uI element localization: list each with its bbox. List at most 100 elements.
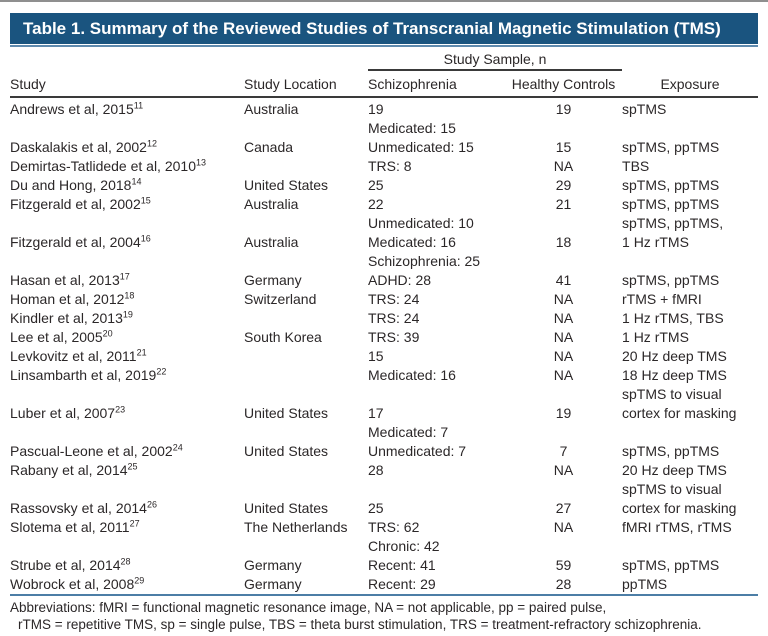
exposure-cell: spTMS, ppTMS: [622, 252, 758, 290]
reference-superscript: 20: [102, 328, 113, 339]
healthy-controls-cell: 29: [555, 177, 572, 193]
study-name: Demirtas-Tatlidede et al, 2010: [10, 158, 196, 174]
exposure-cell: spTMS, ppTMS: [622, 423, 758, 461]
study-name: Kindler et al, 2013: [10, 310, 123, 326]
study-location-cell: [244, 347, 368, 366]
exposure-line: 1 Hz rTMS: [622, 329, 689, 345]
schizophrenia-sample-cell: Medicated: 15 Unmedicated: 15: [368, 119, 505, 157]
healthy-controls-cell: NA: [553, 348, 574, 364]
reference-superscript: 27: [129, 518, 140, 529]
reference-superscript: 19: [122, 309, 133, 320]
schizophrenia-sample-cell: Chronic: 42 Recent: 41: [368, 537, 505, 575]
study-location-cell: Switzerland: [244, 291, 317, 307]
study-location-cell: [244, 157, 368, 176]
schizophrenia-sample-line: 25: [368, 177, 384, 193]
exposure-line: fMRI rTMS, rTMS: [622, 519, 732, 535]
exposure-cell: spTMS, ppTMS: [622, 176, 758, 195]
exposure-cell: spTMS to visual cortex for masking: [622, 480, 758, 518]
schizophrenia-sample-line: Medicated: 16: [368, 234, 456, 250]
exposure-line: 1 Hz rTMS, TBS: [622, 310, 724, 326]
healthy-controls-cell: 59: [555, 557, 572, 573]
reference-superscript: 26: [146, 499, 157, 510]
healthy-controls-cell: NA: [553, 462, 574, 478]
study-location-cell: Australia: [244, 234, 299, 250]
column-header-healthy-controls: Healthy Controls: [505, 70, 623, 98]
study-name: Andrews et al, 2015: [10, 101, 134, 117]
healthy-controls-cell: NA: [553, 291, 574, 307]
exposure-line: spTMS, ppTMS: [622, 177, 720, 193]
table-row: Rassovsky et al, 201426 United States 25 27…: [10, 480, 758, 518]
study-cell: Homan et al, 201218: [10, 290, 244, 309]
study-name: Daskalakis et al, 2002: [10, 139, 147, 155]
reference-superscript: 14: [131, 176, 142, 187]
healthy-controls-cell: 19: [555, 101, 572, 117]
study-location-cell: The Netherlands: [244, 519, 348, 535]
reference-superscript: 16: [140, 233, 151, 244]
healthy-controls-cell: NA: [553, 519, 574, 535]
study-cell: Linsambarth et al, 201922: [10, 366, 244, 385]
study-location-cell: Australia: [244, 101, 299, 117]
schizophrenia-sample-cell: 15: [368, 347, 505, 366]
exposure-line: spTMS, ppTMS: [622, 139, 720, 155]
study-name: Fitzgerald et al, 2004: [10, 234, 141, 250]
schizophrenia-sample-line: TRS: 62: [368, 519, 420, 535]
healthy-controls-cell: NA: [553, 158, 574, 174]
schizophrenia-sample-cell: 28: [368, 461, 505, 480]
exposure-cell: 1 Hz rTMS, TBS: [622, 309, 758, 328]
empty-header-cell: [244, 49, 368, 70]
exposure-cell: 20 Hz deep TMS: [622, 347, 758, 366]
table-row: Fitzgerald et al, 200416 Australia Unmedic…: [10, 214, 758, 252]
study-cell: Luber et al, 200723: [10, 385, 244, 423]
column-header-schizophrenia: Schizophrenia: [368, 70, 505, 98]
exposure-line: rTMS + fMRI: [622, 291, 702, 307]
schizophrenia-sample-line: Schizophrenia: 25: [368, 253, 481, 269]
exposure-cell: 18 Hz deep TMS: [622, 366, 758, 385]
schizophrenia-sample-cell: TRS: 24: [368, 290, 505, 309]
schizophrenia-sample-cell: Medicated: 16: [368, 366, 505, 385]
table-row: Lee et al, 200520 South Korea TRS: 39 NA 1 H…: [10, 328, 758, 347]
reference-superscript: 21: [136, 347, 147, 358]
schizophrenia-sample-line: Recent: 29: [368, 576, 436, 592]
schizophrenia-sample-line: Medicated: 16: [368, 367, 456, 383]
footnote-abbreviations-line1: Abbreviations: fMRI = functional magneti…: [10, 600, 607, 615]
schizophrenia-sample-cell: TRS: 62: [368, 518, 505, 537]
table-body: Andrews et al, 201511 Australia 19 19 spTMS D…: [10, 97, 758, 595]
schizophrenia-sample-line: Unmedicated: 7: [368, 443, 467, 459]
exposure-line: 18 Hz deep TMS: [622, 367, 727, 383]
study-name: Rabany et al, 2014: [10, 462, 128, 478]
empty-header-cell: [622, 49, 758, 70]
empty-header-cell: [10, 49, 244, 70]
column-header-study-sample: Study Sample, n: [368, 49, 623, 71]
table-row: Strube et al, 201428 Germany Chronic: 42 Re…: [10, 537, 758, 575]
table-header: Study Sample, n Study Study Location Sch…: [10, 49, 759, 98]
healthy-controls-cell: 27: [555, 500, 572, 516]
table-row: Wobrock et al, 200829 Germany Recent: 29 28…: [10, 575, 758, 595]
study-location-cell: Germany: [244, 557, 302, 573]
schizophrenia-sample-line: TRS: 8: [368, 158, 412, 174]
study-cell: Rabany et al, 201425: [10, 461, 244, 480]
schizophrenia-sample-cell: TRS: 8: [368, 157, 505, 176]
table-footnote: Abbreviations: fMRI = functional magneti…: [10, 596, 758, 636]
table-row: Rabany et al, 201425 28 NA 20 Hz deep TMS: [10, 461, 758, 480]
study-cell: Lee et al, 200520: [10, 328, 244, 347]
healthy-controls-cell: 18: [555, 234, 572, 250]
study-location-cell: [244, 309, 368, 328]
schizophrenia-sample-line: 22: [368, 196, 384, 212]
exposure-cell: spTMS, ppTMS: [622, 119, 758, 157]
schizophrenia-sample-line: 17: [368, 405, 384, 421]
exposure-cell: spTMS, ppTMS, 1 Hz rTMS: [622, 214, 758, 252]
reference-superscript: 11: [133, 100, 144, 111]
table-row: Du and Hong, 201814 United States 25 29 spTM…: [10, 176, 758, 195]
table-title-bar: Table 1. Summary of the Reviewed Studies…: [10, 13, 758, 44]
study-name: Lee et al, 2005: [10, 329, 103, 345]
study-cell: Daskalakis et al, 200212: [10, 119, 244, 157]
table-row: Pascual-Leone et al, 200224 United States…: [10, 423, 758, 461]
exposure-cell: 20 Hz deep TMS: [622, 461, 758, 480]
schizophrenia-sample-cell: 25: [368, 480, 505, 518]
table-content: Table 1. Summary of the Reviewed Studies…: [10, 13, 759, 636]
study-cell: Hasan et al, 201317: [10, 252, 244, 290]
top-border-rule: [0, 0, 768, 2]
exposure-cell: 1 Hz rTMS: [622, 328, 758, 347]
reference-superscript: 17: [119, 271, 130, 282]
